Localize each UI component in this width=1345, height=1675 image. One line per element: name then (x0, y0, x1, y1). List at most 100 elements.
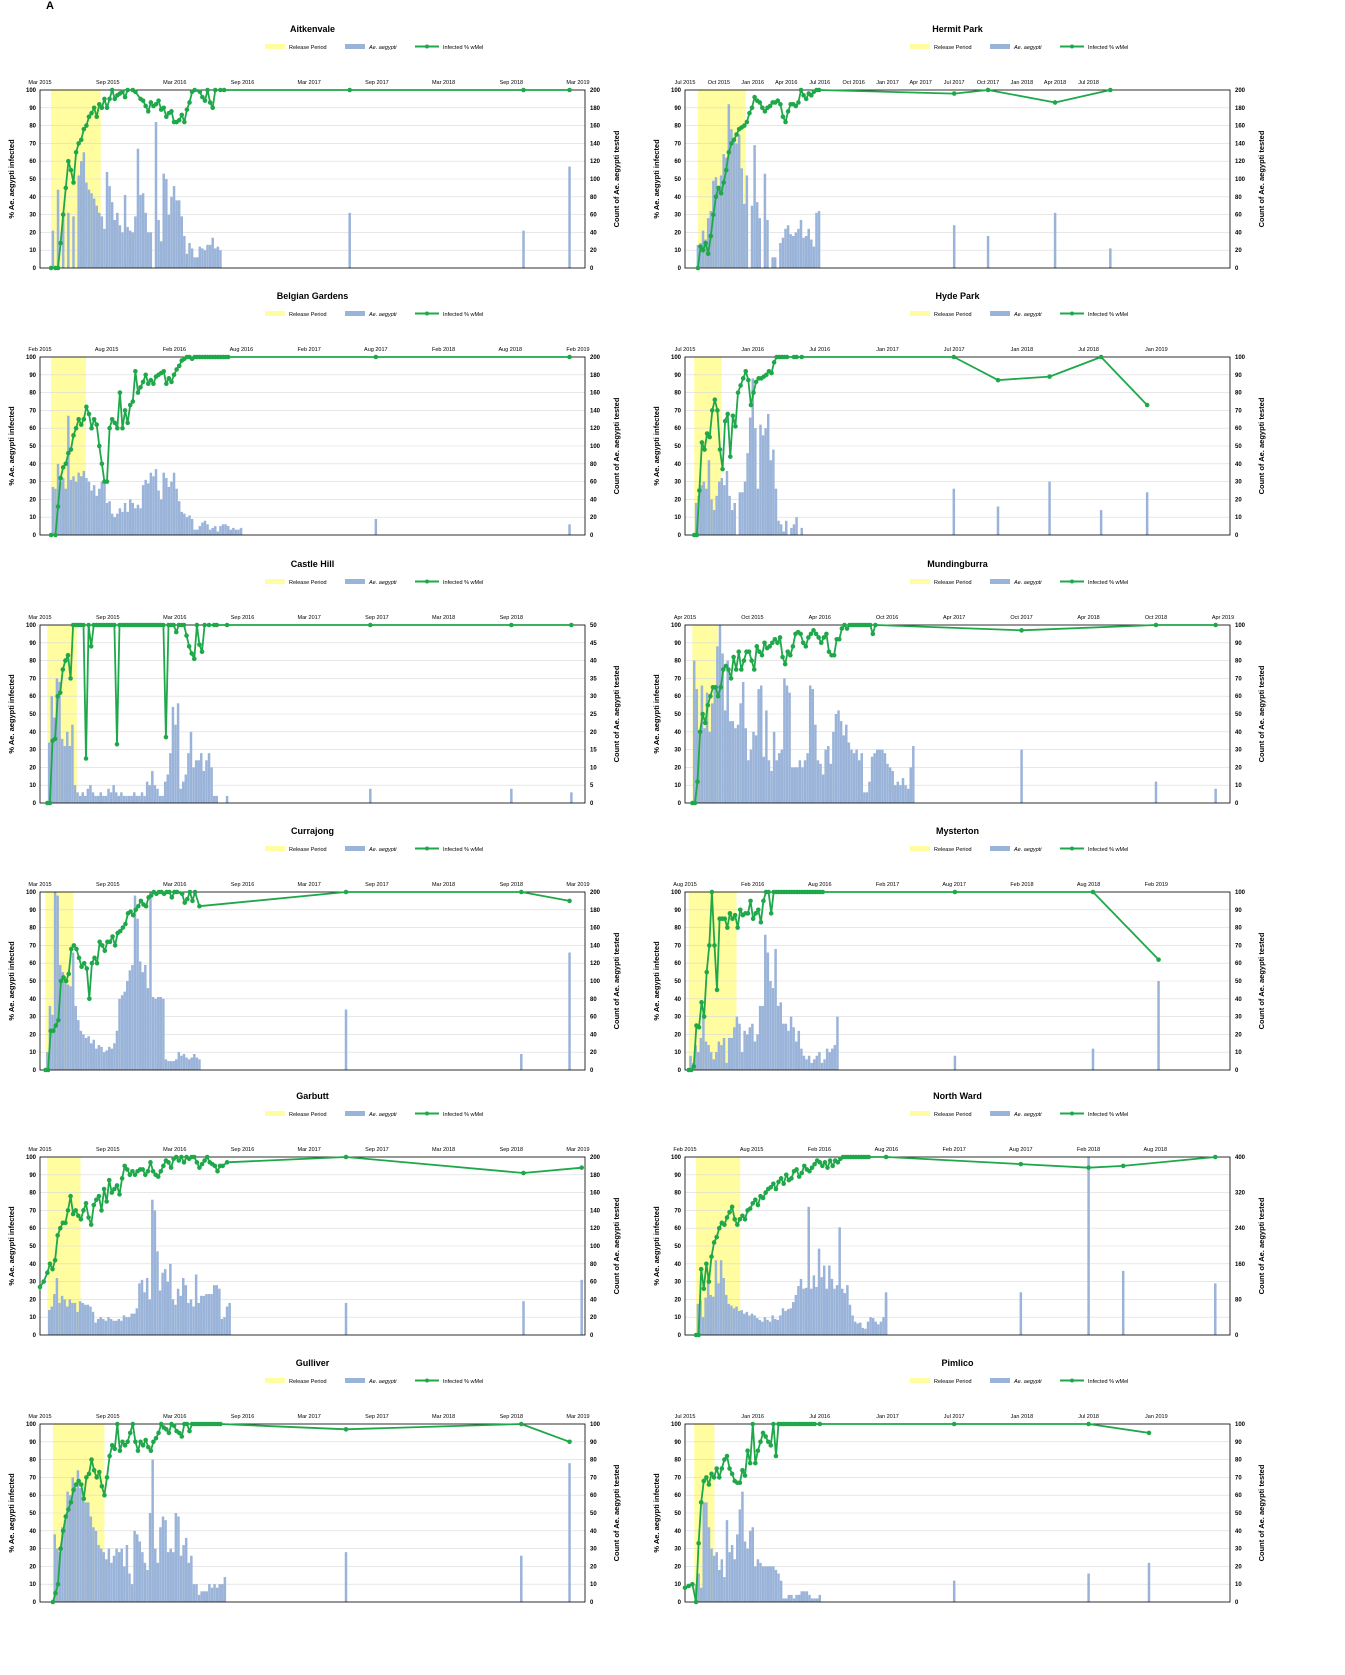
count-bar (719, 1260, 723, 1335)
y2-tick-label: 140 (590, 408, 601, 414)
count-bar (775, 760, 778, 803)
count-bar (211, 527, 214, 535)
infected-point (343, 889, 349, 895)
y2-tick-label: 60 (1235, 426, 1242, 432)
count-bar (883, 753, 887, 803)
plot-frame (39, 891, 586, 1071)
count-bar (92, 198, 96, 268)
count-bar (731, 721, 735, 803)
count-bar (520, 1053, 523, 1070)
date-tick-label: Feb 2019 (1145, 882, 1168, 888)
infected-point (143, 1172, 148, 1178)
count-bar (102, 795, 105, 803)
count-bar (211, 237, 214, 268)
count-bar (58, 681, 61, 803)
infected-point (740, 1213, 745, 1219)
infected-point (711, 212, 716, 217)
count-bar (769, 460, 773, 535)
count-bar (159, 997, 163, 1070)
count-bar (790, 1594, 793, 1602)
count-bar (228, 1302, 231, 1335)
count-bar (800, 527, 803, 535)
infected-point (143, 903, 149, 909)
infected-point (186, 644, 192, 649)
infected-point (1153, 622, 1159, 628)
y-tick-label: 100 (671, 355, 682, 361)
count-bar (759, 424, 762, 535)
infected-point (518, 889, 524, 895)
count-bar (821, 774, 825, 803)
count-bar (197, 1594, 201, 1602)
infected-point (70, 1211, 76, 1217)
count-bar (79, 1488, 82, 1602)
infected-point (778, 101, 783, 107)
count-bar (175, 1059, 178, 1070)
count-bar (172, 472, 176, 535)
y-tick-label: 90 (29, 908, 36, 914)
y-tick-label: 90 (674, 1440, 681, 1446)
y-tick-label: 20 (674, 1564, 681, 1570)
count-bar (344, 1552, 348, 1602)
right-axis-title: Count of Ae. aegypti tested (612, 1197, 621, 1294)
count-bar (187, 753, 190, 803)
date-tick-label: Oct 2015 (708, 80, 730, 86)
y2-tick-label: 20 (590, 515, 597, 521)
y2-tick-label: 10 (590, 765, 597, 771)
y2-tick-label: 240 (1235, 1226, 1246, 1232)
count-bar (819, 763, 822, 803)
count-bar (194, 1274, 198, 1335)
infected-point (704, 1261, 709, 1267)
chart-title: Belgian Gardens (277, 291, 349, 301)
count-bar (813, 1059, 816, 1070)
count-bar (200, 1295, 203, 1335)
legend-marker-infected (1070, 44, 1074, 49)
infected-point (140, 379, 146, 385)
infected-point (112, 1446, 118, 1452)
infected-point (133, 907, 139, 913)
infected-point (702, 447, 707, 452)
count-bar (182, 1545, 185, 1602)
infected-point (153, 101, 159, 107)
infected-point (951, 91, 957, 96)
infected-point (41, 1279, 46, 1284)
infected-point (179, 112, 185, 118)
y2-tick-label: 100 (1235, 890, 1246, 896)
count-bar (758, 1319, 761, 1335)
infected-point (148, 1160, 153, 1165)
infected-point (109, 417, 115, 422)
infected-point (730, 916, 735, 921)
infected-point (780, 114, 786, 119)
count-bar (722, 154, 725, 268)
y2-tick-label: 30 (1235, 748, 1242, 754)
infected-point (714, 1466, 719, 1471)
date-tick-label: Jul 2015 (675, 1414, 696, 1420)
y2-tick-label: 10 (1235, 1582, 1242, 1588)
count-bar (141, 972, 144, 1070)
y-tick-label: 70 (29, 408, 36, 414)
chart-panel-north-ward: North Ward Release Period Ae. aegypti Infec… (645, 1085, 1285, 1355)
infected-point (120, 1439, 125, 1445)
count-bar (738, 492, 742, 535)
infected-point (1098, 354, 1104, 360)
infected-point (138, 384, 143, 390)
y2-tick-label: 140 (590, 943, 601, 949)
count-bar (833, 1045, 837, 1070)
count-bar (703, 728, 706, 803)
count-bar (135, 1534, 139, 1602)
count-bar (99, 792, 103, 803)
chart-title: Garbutt (296, 1091, 329, 1101)
count-bar (95, 205, 98, 268)
count-bar (71, 724, 74, 803)
infected-point (799, 354, 805, 360)
left-axis-title: % Ae. aegypti infected (7, 941, 16, 1021)
infected-point (771, 360, 777, 365)
count-bar (108, 186, 111, 268)
infected-point (88, 644, 94, 649)
infected-point (140, 98, 146, 103)
infected-point (206, 622, 212, 628)
infected-point (112, 420, 118, 426)
date-tick-label: Apr 2017 (943, 615, 965, 621)
